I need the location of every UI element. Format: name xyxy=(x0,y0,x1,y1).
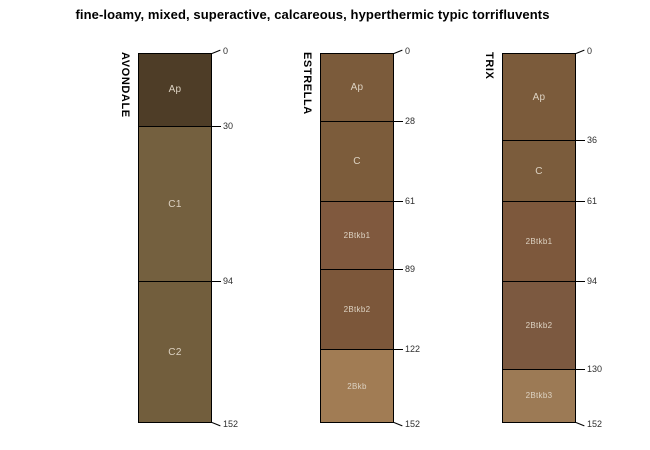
horizon-label: 2Btkb2 xyxy=(343,305,371,315)
depth-tick xyxy=(212,281,221,283)
horizon-label: Ap xyxy=(532,91,546,103)
depth-tick-label: 152 xyxy=(587,419,603,429)
depth-tick-label: 0 xyxy=(405,46,411,56)
horizon-label: 2Btkb1 xyxy=(343,231,371,241)
depth-tick xyxy=(393,49,403,54)
horizon-label: Ap xyxy=(168,84,182,96)
depth-tick-label: 130 xyxy=(587,363,603,374)
depth-tick-label: 0 xyxy=(587,46,593,56)
depth-tick xyxy=(575,49,585,54)
depth-tick xyxy=(212,125,221,127)
horizon-rect: C xyxy=(320,120,394,203)
depth-tick xyxy=(394,201,403,203)
depth-tick-label: 0 xyxy=(223,46,229,56)
horizon-rect: C1 xyxy=(138,125,212,283)
chart-title: fine-loamy, mixed, superactive, calcareo… xyxy=(75,7,550,22)
horizon-label: 2Btkb2 xyxy=(525,320,553,330)
horizon-rect: C2 xyxy=(138,281,212,423)
depth-tick-label: 28 xyxy=(405,115,416,126)
profile-name-label: ESTRELLA xyxy=(301,52,313,115)
horizon-rect: 2Bkb xyxy=(320,349,394,423)
horizon-label: 2Btkb3 xyxy=(525,391,553,401)
depth-tick xyxy=(576,368,585,370)
horizon-label: C1 xyxy=(168,198,182,210)
depth-tick xyxy=(393,422,403,427)
horizon-rect: Ap xyxy=(502,53,576,142)
horizon-rect: 2Btkb1 xyxy=(502,201,576,283)
depth-tick xyxy=(576,281,585,283)
depth-tick xyxy=(575,422,585,427)
profile-name-label: AVONDALE xyxy=(119,52,131,118)
depth-tick-label: 36 xyxy=(587,135,598,146)
depth-tick-label: 61 xyxy=(405,196,416,207)
profile-name-label: TRIX xyxy=(483,52,495,80)
horizon-label: 2Btkb1 xyxy=(525,237,553,247)
horizon-rect: 2Btkb2 xyxy=(502,281,576,370)
horizon-rect: 2Btkb3 xyxy=(502,368,576,423)
depth-tick-label: 94 xyxy=(587,276,598,287)
depth-tick xyxy=(394,269,403,271)
depth-tick-label: 122 xyxy=(405,344,421,355)
depth-tick xyxy=(394,349,403,351)
depth-tick-label: 61 xyxy=(587,196,598,207)
depth-tick-label: 152 xyxy=(223,419,239,429)
depth-tick-label: 89 xyxy=(405,264,416,275)
horizon-rect: 2Btkb1 xyxy=(320,201,394,271)
horizon-rect: C xyxy=(502,140,576,203)
horizon-label: C xyxy=(535,165,543,177)
horizon-rect: Ap xyxy=(320,53,394,122)
depth-tick-label: 152 xyxy=(405,419,421,429)
depth-tick xyxy=(394,120,403,122)
depth-tick xyxy=(576,201,585,203)
depth-tick xyxy=(576,140,585,142)
horizon-label: C2 xyxy=(168,346,182,358)
horizon-label: 2Bkb xyxy=(347,381,367,391)
depth-tick xyxy=(211,49,221,54)
horizon-label: Ap xyxy=(350,81,364,93)
horizon-rect: 2Btkb2 xyxy=(320,269,394,351)
horizon-label: C xyxy=(353,156,361,168)
horizon-rect: Ap xyxy=(138,53,212,127)
depth-tick-label: 30 xyxy=(223,120,234,131)
depth-tick-label: 94 xyxy=(223,276,234,287)
depth-tick xyxy=(211,422,221,427)
